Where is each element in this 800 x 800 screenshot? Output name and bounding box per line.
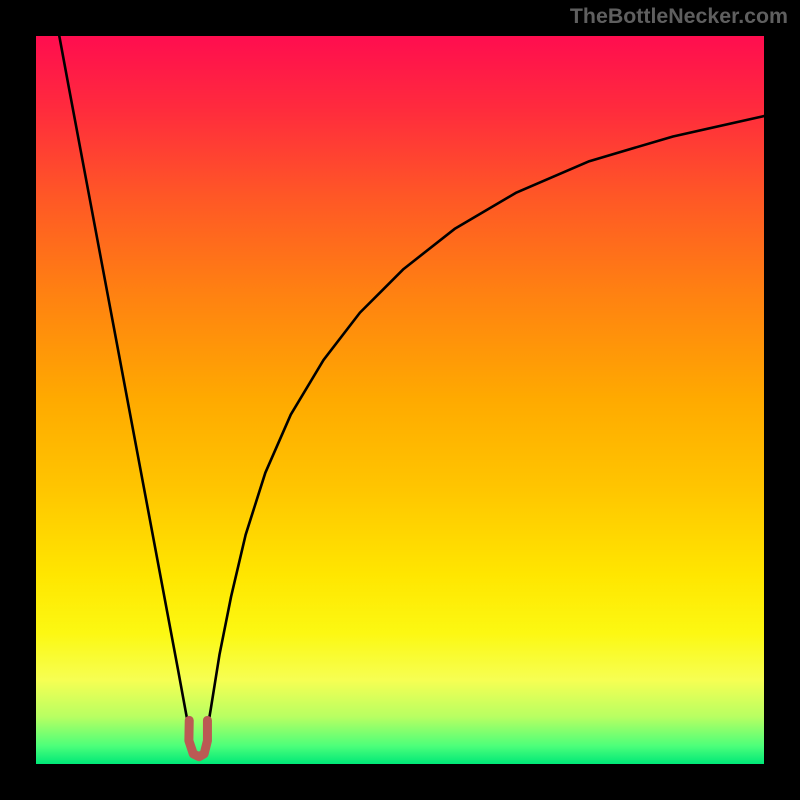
watermark-text: TheBottleNecker.com xyxy=(570,4,788,29)
chart-frame: TheBottleNecker.com xyxy=(0,0,800,800)
plot-area xyxy=(36,36,764,764)
plot-svg xyxy=(36,36,764,764)
gradient-background xyxy=(36,36,764,764)
